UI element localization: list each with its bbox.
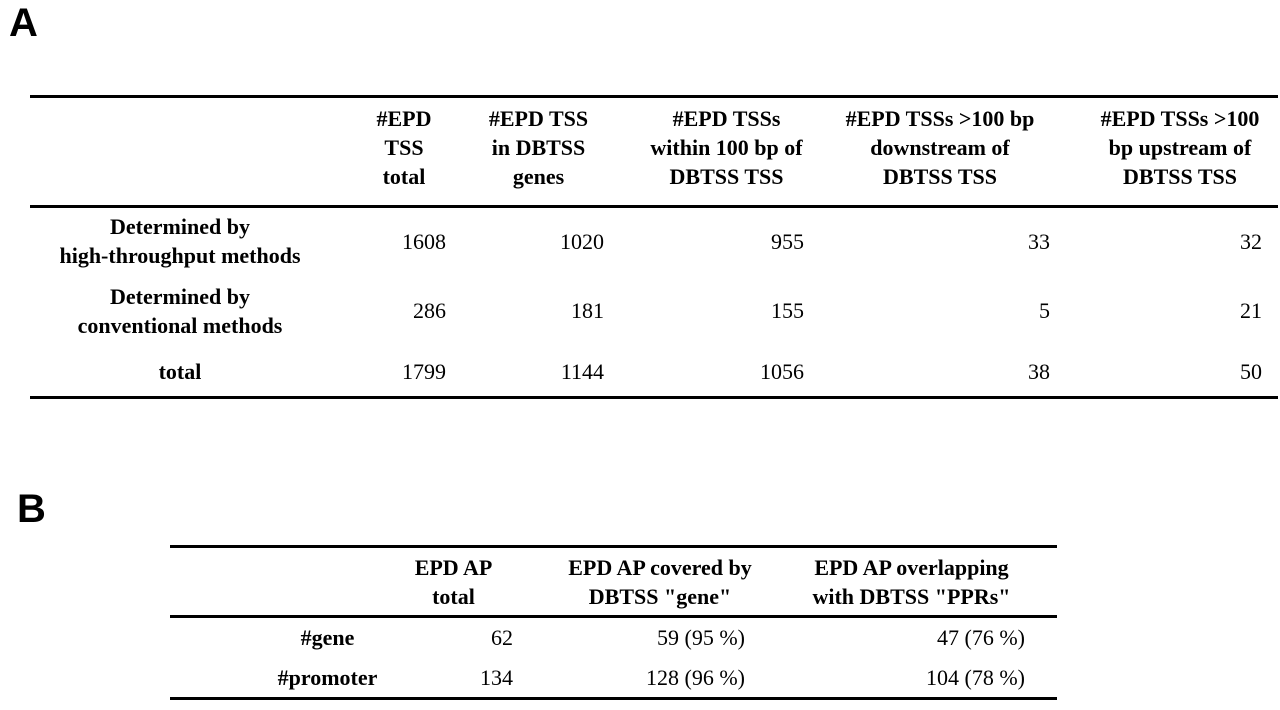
row-label: #gene	[300, 625, 355, 651]
table-cell: 1144	[560, 358, 604, 384]
table-cell: 104 (78 %)	[926, 664, 1025, 690]
table-cell: 47 (76 %)	[937, 625, 1025, 651]
table-a-row-conventional: Determined by conventional methods 286 1…	[30, 275, 1278, 347]
table-a-header-row: #EPD TSS total #EPD TSS in DBTSS genes #…	[30, 97, 1278, 207]
table-cell: 286	[413, 298, 446, 323]
table-cell: 128 (96 %)	[646, 664, 745, 690]
table-a-row-total: total 1799 1144 1056 38 50	[30, 347, 1278, 398]
row-label: #promoter	[277, 664, 378, 690]
table-a-column-header-4-text: #EPD TSSs >100 bp downstream of DBTSS TS…	[845, 106, 1035, 189]
table-a-column-header-3: #EPD TSSs within 100 bp of DBTSS TSS	[615, 97, 820, 207]
table-cell: 1799	[402, 358, 446, 384]
table-a-column-header-5: #EPD TSSs >100 bp upstream of DBTSS TSS	[1068, 97, 1278, 207]
table-b-column-header-2-text: EPD AP covered by DBTSS "gene"	[568, 554, 752, 609]
table-b-row-promoter: #promoter 134 128 (96 %) 104 (78 %)	[170, 658, 1057, 699]
row-label: Determined by high-throughput methods	[59, 214, 301, 269]
table-a-corner-cell	[30, 97, 330, 207]
table-b-header-row: EPD AP total EPD AP covered by DBTSS "ge…	[170, 547, 1057, 617]
panel-b-label: B	[17, 487, 46, 531]
table-cell: 955	[771, 228, 804, 254]
table-cell: 181	[571, 298, 604, 323]
table-a-column-header-1-text: #EPD TSS total	[376, 106, 432, 189]
table-a-column-header-2: #EPD TSS in DBTSS genes	[460, 97, 615, 207]
panel-a-label: A	[9, 1, 38, 45]
table-cell: 155	[771, 298, 804, 323]
table-a-column-header-5-text: #EPD TSSs >100 bp upstream of DBTSS TSS	[1100, 106, 1260, 189]
table-cell: 33	[1028, 228, 1050, 254]
table-a-column-header-2-text: #EPD TSS in DBTSS genes	[488, 106, 589, 189]
table-cell: 59 (95 %)	[657, 625, 745, 651]
table-b-column-header-1: EPD AP total	[395, 547, 520, 617]
table-b-column-header-1-text: EPD AP total	[414, 554, 493, 609]
table-b-column-header-3: EPD AP overlapping with DBTSS "PPRs"	[790, 547, 1057, 617]
table-b-column-header-2: EPD AP covered by DBTSS "gene"	[520, 547, 790, 617]
row-label: Determined by conventional methods	[77, 283, 283, 338]
table-cell: 21	[1240, 298, 1262, 323]
table-b: EPD AP total EPD AP covered by DBTSS "ge…	[170, 545, 1057, 700]
table-a: #EPD TSS total #EPD TSS in DBTSS genes #…	[30, 95, 1278, 399]
row-label: total	[158, 358, 202, 384]
table-cell: 1056	[760, 358, 804, 384]
table-a-column-header-3-text: #EPD TSSs within 100 bp of DBTSS TSS	[650, 106, 803, 189]
table-a-row-high-throughput: Determined by high-throughput methods 16…	[30, 207, 1278, 275]
table-cell: 1608	[402, 228, 446, 254]
table-cell: 62	[491, 625, 513, 651]
table-b-row-gene: #gene 62 59 (95 %) 47 (76 %)	[170, 617, 1057, 658]
table-cell: 50	[1240, 358, 1262, 384]
table-cell: 134	[480, 664, 513, 690]
table-b-corner-cell	[170, 547, 395, 617]
table-cell: 38	[1028, 358, 1050, 384]
table-cell: 1020	[560, 228, 604, 254]
table-cell: 5	[1039, 298, 1050, 323]
table-a-column-header-1: #EPD TSS total	[330, 97, 460, 207]
table-b-column-header-3-text: EPD AP overlapping with DBTSS "PPRs"	[812, 554, 1011, 609]
table-a-column-header-4: #EPD TSSs >100 bp downstream of DBTSS TS…	[820, 97, 1068, 207]
table-cell: 32	[1240, 228, 1262, 254]
